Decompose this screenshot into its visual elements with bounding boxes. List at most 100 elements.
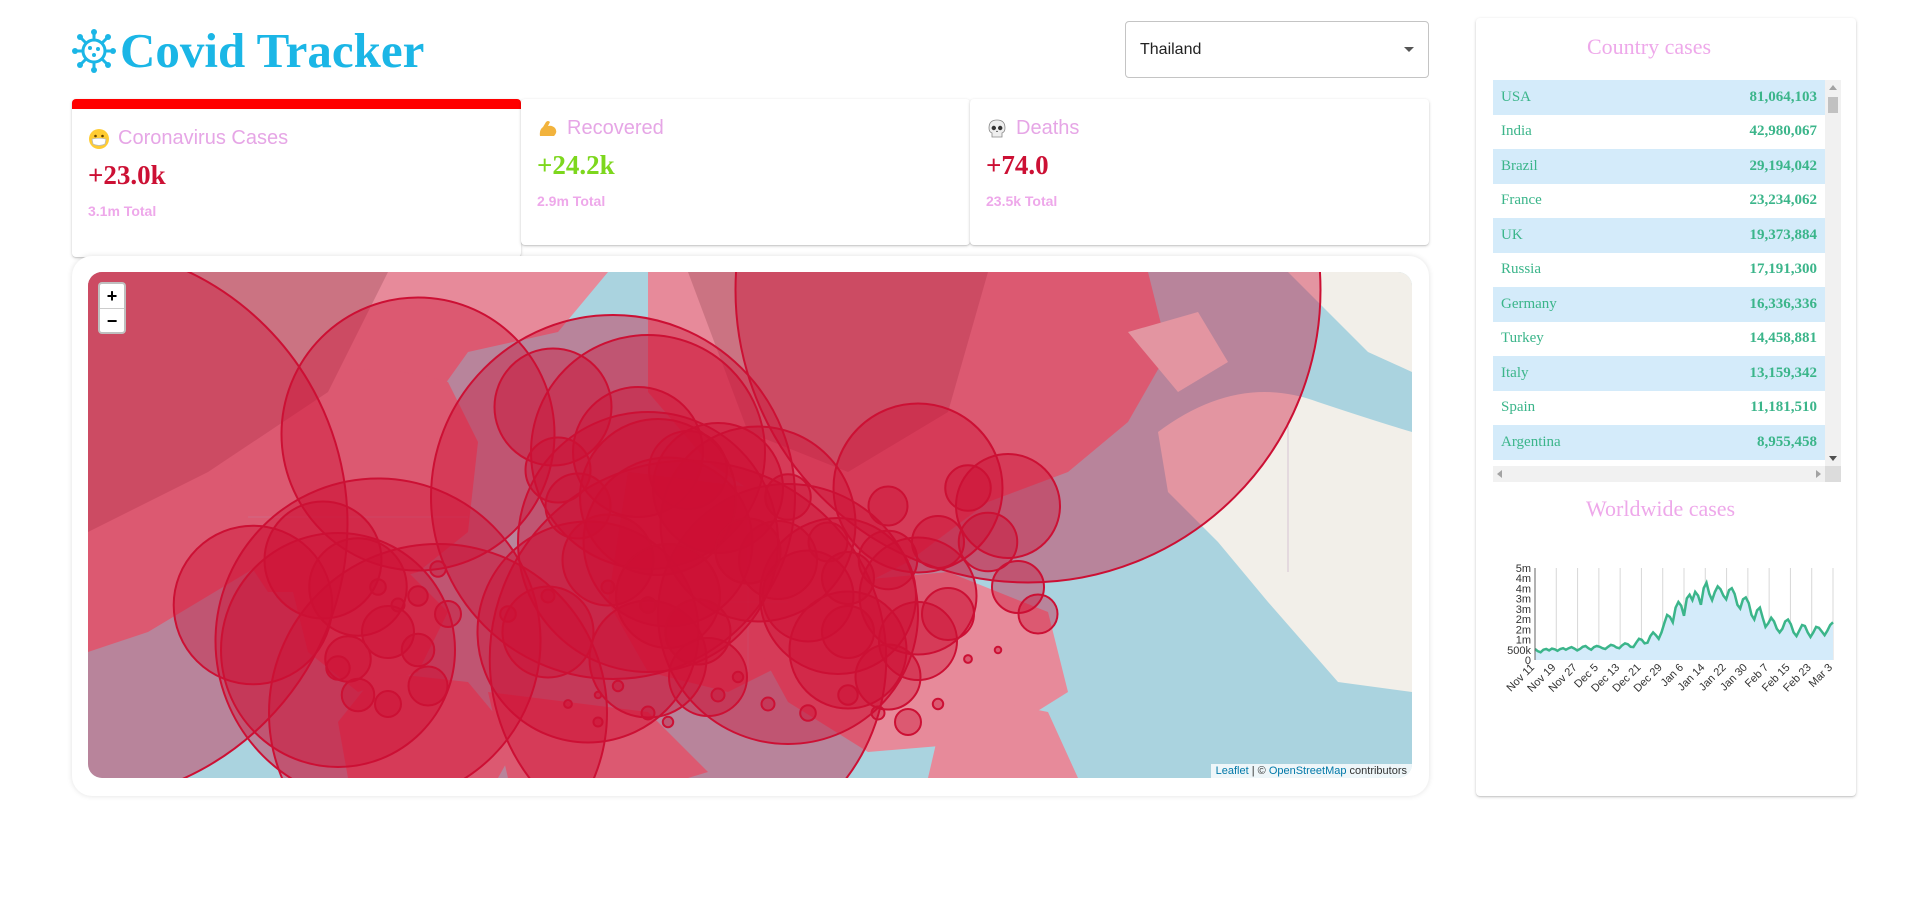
scroll-left-icon[interactable] [1497,470,1502,478]
table-row[interactable]: France 23,234,062 [1493,184,1825,219]
infobox-recovered[interactable]: Recovered +24.2k 2.9m Total [521,99,970,245]
case-circle[interactable] [661,715,675,729]
case-circle[interactable] [854,643,922,711]
case-circle[interactable] [499,605,517,623]
openstreetmap-link[interactable]: OpenStreetMap [1268,765,1347,777]
horizontal-scrollbar[interactable] [1493,466,1825,482]
case-circle[interactable] [760,696,776,712]
case-circle[interactable] [963,654,973,664]
table-row[interactable]: USA 81,064,103 [1493,80,1825,115]
case-circle[interactable] [867,485,909,527]
case-circle[interactable] [501,585,595,679]
case-circle[interactable] [668,637,748,717]
table-row[interactable]: Turkey 14,458,881 [1493,322,1825,357]
case-circle[interactable] [434,600,462,628]
case-circle[interactable] [993,645,1003,655]
case-circle[interactable] [369,578,387,596]
case-circle[interactable] [563,699,573,709]
case-circle[interactable] [640,705,656,721]
vertical-scrollbar[interactable] [1825,80,1841,466]
case-circle[interactable] [870,705,886,721]
infobox-deaths[interactable]: Deaths +74.0 23.5k Total [970,99,1429,245]
case-circle[interactable] [524,436,592,504]
case-circle[interactable] [407,665,449,707]
case-circle[interactable] [894,708,922,736]
case-circle[interactable] [374,690,402,718]
leaflet-link[interactable]: Leaflet [1215,765,1249,777]
case-circle[interactable] [429,560,447,578]
scroll-thumb[interactable] [1828,97,1838,113]
case-circle[interactable] [476,520,700,744]
case-circle[interactable] [400,632,436,668]
case-circle[interactable] [611,679,625,693]
table-row[interactable]: UK 19,373,884 [1493,218,1825,253]
case-circle[interactable] [878,601,958,681]
case-circle[interactable] [582,456,754,628]
case-circle[interactable] [268,543,608,778]
case-circle[interactable] [615,543,721,649]
scroll-down-icon[interactable] [1829,456,1837,461]
case-circle[interactable] [837,684,859,706]
case-circle[interactable] [593,690,603,700]
country-select[interactable]: Thailand [1125,21,1429,78]
case-circle[interactable] [799,704,817,722]
case-circle[interactable] [1017,593,1059,635]
case-circle[interactable] [931,697,945,711]
case-circle[interactable] [407,585,429,607]
scroll-up-icon[interactable] [1829,85,1837,90]
case-circle[interactable] [544,472,612,540]
table-row[interactable]: Brazil 29,194,042 [1493,149,1825,184]
case-circle[interactable] [88,272,349,778]
chevron-down-icon[interactable] [1404,47,1414,52]
table-row[interactable]: Spain 11,181,510 [1493,391,1825,426]
table-row[interactable]: India 42,980,067 [1493,115,1825,150]
case-circle[interactable] [325,655,351,681]
case-circle[interactable] [493,347,613,467]
case-circle[interactable] [263,500,383,620]
case-circle[interactable] [561,513,655,607]
world-map[interactable]: + − Leaflet | © OpenStreetMap contributo… [88,272,1412,778]
case-circle[interactable] [807,521,849,563]
case-circle[interactable] [731,670,745,684]
table-row[interactable]: Italy 13,159,342 [1493,356,1825,391]
case-circle[interactable] [944,464,992,512]
case-circle[interactable] [592,716,604,728]
country-cases-table[interactable]: USA 81,064,103 India 42,980,067 Brazil 29,194… [1493,80,1841,482]
case-circle[interactable] [734,272,1322,584]
table-row[interactable]: Argentina 8,955,458 [1493,425,1825,460]
zoom-out-button[interactable]: − [100,308,124,332]
case-circle[interactable] [430,314,796,680]
case-circle[interactable] [911,515,965,569]
case-circle[interactable] [308,537,408,637]
case-circle[interactable] [600,579,616,595]
case-circle[interactable] [340,677,376,713]
case-circle[interactable] [361,605,415,659]
case-circle[interactable] [659,425,857,623]
case-circle[interactable] [390,597,406,613]
case-circle[interactable] [648,430,728,510]
scroll-right-icon[interactable] [1816,470,1821,478]
table-row[interactable]: Russia 17,191,300 [1493,253,1825,288]
case-circle[interactable] [220,532,456,768]
case-circle[interactable] [639,596,657,614]
case-circle[interactable] [172,524,334,686]
case-circle[interactable] [588,599,708,719]
infobox-cases[interactable]: Coronavirus Cases +23.0k 3.1m Total [72,99,521,257]
case-circle[interactable] [714,517,782,585]
case-circle[interactable] [955,453,1061,559]
case-circle[interactable] [664,598,732,666]
case-circle[interactable] [540,588,556,604]
case-circle[interactable] [821,551,875,605]
case-circle[interactable] [710,687,726,703]
case-circle[interactable] [821,605,875,659]
case-circle[interactable] [921,587,975,641]
case-circle[interactable] [957,511,1019,573]
case-circle[interactable] [764,473,812,521]
case-circle[interactable] [857,529,919,591]
case-circle[interactable] [214,477,542,779]
case-circle[interactable] [759,517,917,675]
zoom-in-button[interactable]: + [106,286,118,306]
case-circle[interactable] [738,520,818,600]
table-row[interactable]: Germany 16,336,336 [1493,287,1825,322]
case-circle[interactable] [579,418,737,576]
